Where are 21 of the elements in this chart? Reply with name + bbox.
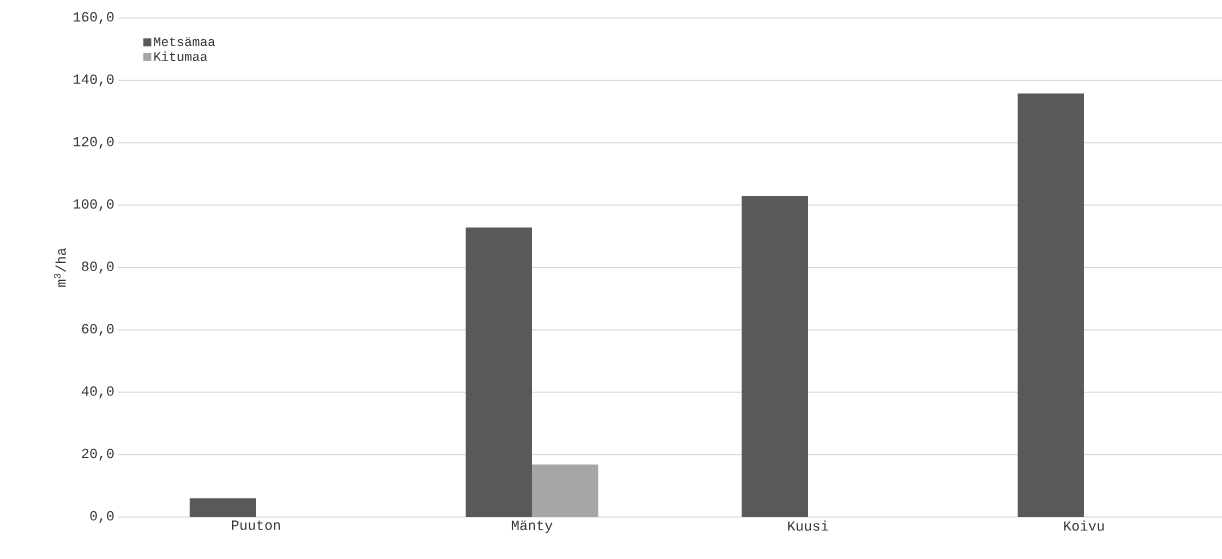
x-tick-label: Koivu — [1064, 520, 1104, 531]
legend-label: Metsämaa — [154, 37, 216, 47]
y-tick-label: 80,0 — [81, 261, 114, 274]
x-tick-label: Mänty — [511, 520, 553, 533]
bar — [465, 227, 532, 517]
y-tick-label: 60,0 — [82, 323, 114, 336]
y-tick-label: 0,0 — [90, 511, 114, 523]
bar — [741, 196, 808, 517]
bar — [1017, 93, 1084, 517]
bar — [531, 464, 599, 517]
legend-label: Kitumaa — [154, 51, 208, 61]
x-tick-label: Kuusi — [788, 520, 829, 531]
y-tick-label: 120,0 — [73, 136, 114, 149]
y-tick-label: 100,0 — [73, 199, 114, 212]
y-tick-label: 160,0 — [73, 12, 114, 24]
y-tick-label: 40,0 — [81, 386, 114, 399]
y-axis-title: m$^{3}$/ha — [53, 248, 66, 287]
bar — [189, 498, 256, 517]
y-tick-label: 140,0 — [73, 74, 114, 87]
x-tick-label: Puuton — [232, 520, 280, 530]
y-tick-label: 20,0 — [82, 448, 114, 461]
